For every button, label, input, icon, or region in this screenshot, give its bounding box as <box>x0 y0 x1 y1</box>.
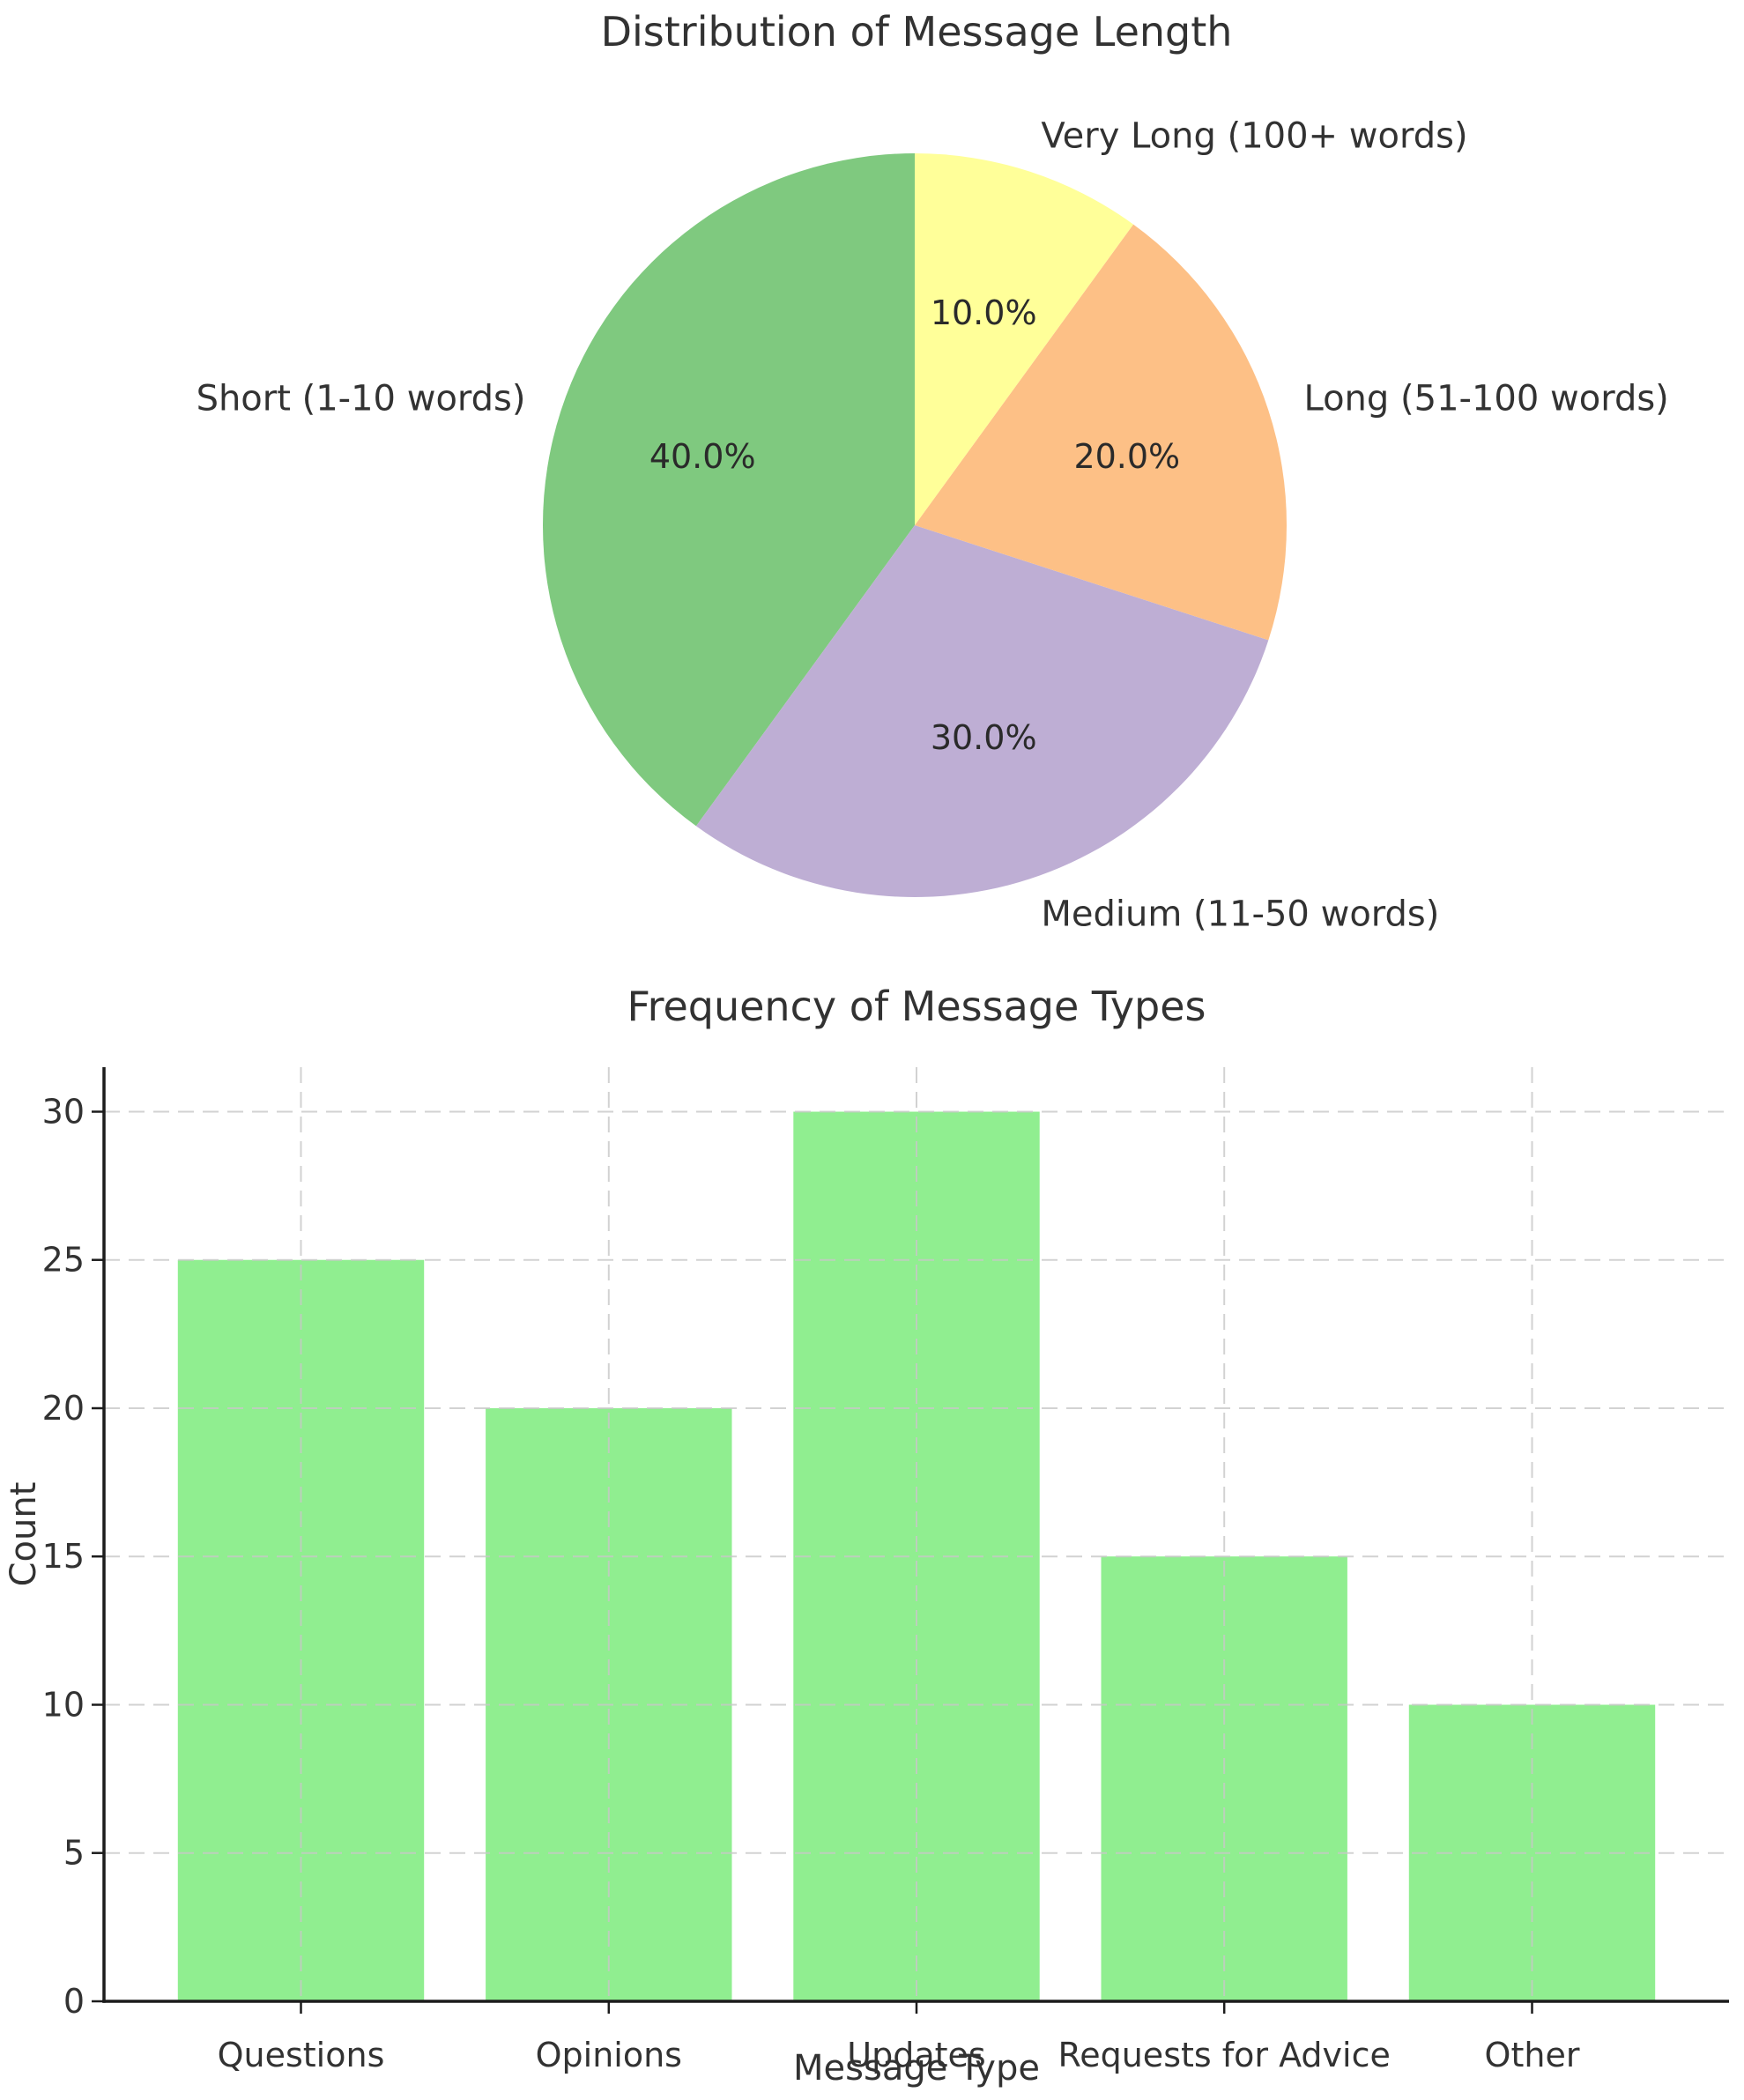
x-axis-label: Message Type <box>793 2048 1040 2089</box>
bar <box>1101 1556 1347 2001</box>
pie-chart: Distribution of Message Length 40.0% Shor… <box>197 8 1669 935</box>
y-tick-label: 30 <box>42 1093 85 1132</box>
x-tick-label: Opinions <box>536 2036 682 2074</box>
pie-slice-label: Medium (11-50 words) <box>1041 894 1439 935</box>
pie-pct-label: 40.0% <box>649 437 756 476</box>
pie-slice <box>915 224 1288 641</box>
bar <box>177 1259 425 2001</box>
y-tick-label: 20 <box>42 1389 85 1428</box>
pie-pct-label: 10.0% <box>931 293 1037 332</box>
pie-body: 40.0% Short (1-10 words) 30.0% Medium (11-5… <box>197 116 1669 935</box>
bar-chart-title: Frequency of Message Types <box>627 983 1206 1030</box>
pie-slice <box>695 525 1269 898</box>
y-tick-label: 5 <box>63 1834 85 1873</box>
bar-chart: Frequency of Message Types 0 5 10 15 20 25 30 Q… <box>4 983 1729 2089</box>
y-tick-label: 15 <box>42 1537 85 1576</box>
y-axis-label-group: Count <box>4 1482 44 1587</box>
pie-slice-label: Very Long (100+ words) <box>1041 116 1467 157</box>
bar-plot-area: 0 5 10 15 20 25 30 Questions Opinions Updates Requ… <box>42 1067 1729 2074</box>
pie-slice-label: Long (51-100 words) <box>1304 379 1669 419</box>
pie-slice <box>542 153 915 827</box>
x-tick-label: Questions <box>218 2036 385 2074</box>
pie-slice-label: Short (1-10 words) <box>197 379 526 419</box>
y-axis-label: Count <box>4 1482 44 1587</box>
y-tick-label: 10 <box>42 1686 85 1725</box>
pie-pct-label: 20.0% <box>1073 437 1180 476</box>
x-tick-label: Requests for Advice <box>1058 2036 1391 2074</box>
pie-chart-title: Distribution of Message Length <box>601 8 1233 56</box>
x-tick-label: Other <box>1485 2036 1580 2074</box>
y-tick-label: 0 <box>63 1982 85 2021</box>
y-tick-label: 25 <box>42 1241 85 1280</box>
pie-pct-label: 30.0% <box>931 718 1037 757</box>
x-tick-label: Updates <box>847 2036 985 2074</box>
pie-slice <box>915 153 1134 525</box>
